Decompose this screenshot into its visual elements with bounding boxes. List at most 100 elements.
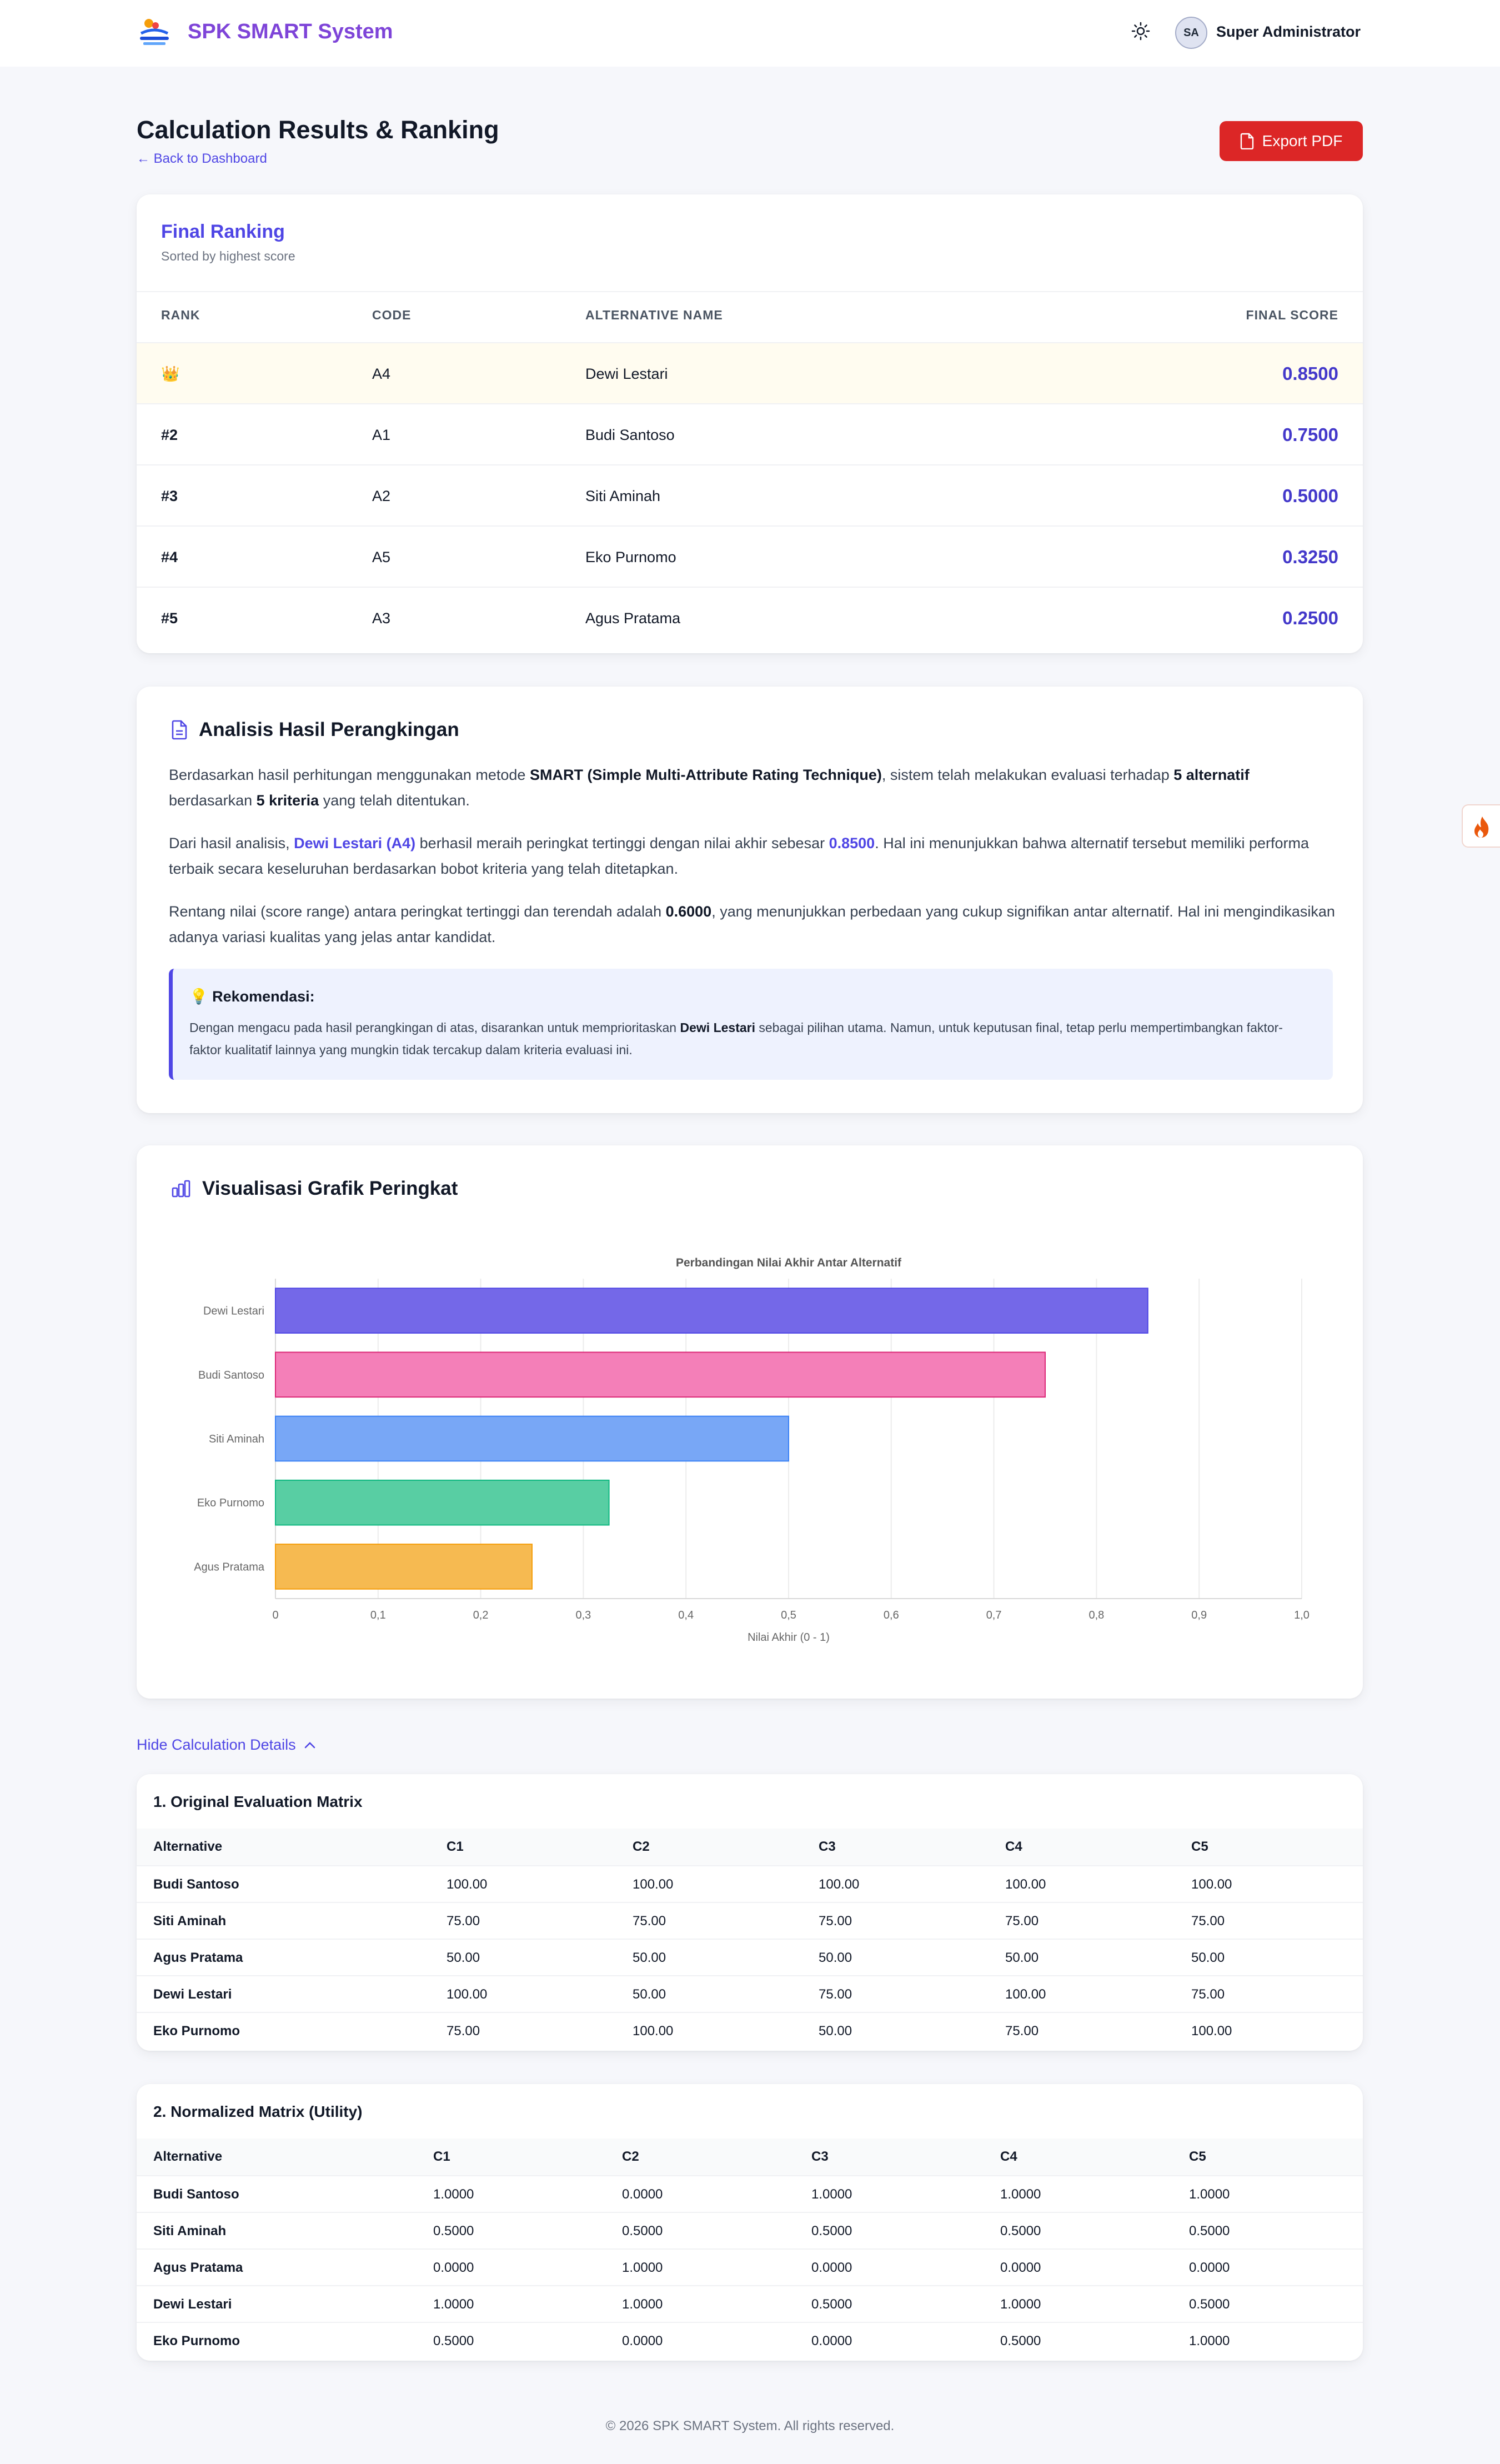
x-axis-label: Nilai Akhir (0 - 1) [748, 1631, 830, 1644]
x-tick-label: 0,1 [370, 1609, 386, 1621]
chart-card: Visualisasi Grafik Peringkat Perbandinga… [137, 1145, 1363, 1699]
table-row: #4 A5 Eko Purnomo 0.3250 [137, 525, 1363, 587]
final-score: 0.5000 [1282, 485, 1338, 506]
x-tick-label: 0,7 [986, 1609, 1002, 1621]
final-score: 0.7500 [1282, 424, 1338, 445]
back-to-dashboard-link[interactable]: ← Back to Dashboard [137, 151, 267, 166]
side-tab[interactable] [1462, 804, 1500, 848]
column-header-score: FINAL SCORE [1246, 308, 1338, 322]
analysis-card: Analisis Hasil Perangkingan Berdasarkan … [137, 687, 1363, 1113]
matrix-cell: 0.5000 [811, 2223, 852, 2238]
column-header-code: CODE [372, 308, 412, 322]
matrix-cell: 1.0000 [433, 2187, 474, 2202]
alternative-name: Siti Aminah [153, 1914, 227, 1929]
rank-number: #2 [161, 427, 178, 443]
table-row: Dewi Lestari 100.00 50.00 75.00 100.00 75.00 [137, 1975, 1363, 2012]
final-score: 0.2500 [1282, 608, 1338, 628]
alt-code: A5 [372, 549, 391, 565]
matrix-cell: 0.0000 [811, 2260, 852, 2275]
column-header: C3 [819, 1839, 836, 1854]
table-row: Agus Pratama 0.0000 1.0000 0.0000 0.0000 0.00… [137, 2248, 1363, 2285]
column-header: Alternative [153, 1839, 223, 1854]
toggle-label: Hide Calculation Details [137, 1736, 296, 1753]
bar [275, 1479, 610, 1526]
matrix-cell: 100.00 [819, 1877, 860, 1892]
matrix-cell: 1.0000 [622, 2297, 663, 2312]
x-tick-label: 0,4 [678, 1609, 694, 1621]
user-name[interactable]: Super Administrator [1216, 23, 1361, 40]
matrix-cell: 50.00 [447, 1950, 480, 1965]
matrix-cell: 75.00 [1191, 1987, 1225, 2002]
rank-number: #5 [161, 610, 178, 627]
matrix-cell: 50.00 [819, 2024, 852, 2039]
chart-heading: Visualisasi Grafik Peringkat [171, 1178, 458, 1200]
alt-code: A3 [372, 610, 391, 627]
matrix-cell: 0.5000 [1189, 2297, 1230, 2312]
matrix-cell: 100.00 [633, 1877, 674, 1892]
matrix-header: Alternative C1 C2 C3 C4 C5 [137, 2139, 1363, 2175]
column-header: C1 [447, 1839, 464, 1854]
analysis-paragraph-1: Berdasarkan hasil perhitungan menggunaka… [169, 767, 1250, 809]
sun-icon[interactable] [1131, 21, 1151, 41]
column-header: C4 [1000, 2149, 1017, 2164]
matrix-cell: 1.0000 [811, 2187, 852, 2202]
column-header: C5 [1189, 2149, 1206, 2164]
recommendation-text: Dengan mengacu pada hasil perangkingan d… [189, 1020, 1283, 1057]
table-row: #3 A2 Siti Aminah 0.5000 [137, 464, 1363, 525]
matrix-cell: 0.5000 [433, 2333, 474, 2348]
x-tick-label: 0,3 [575, 1609, 591, 1621]
matrix-cell: 75.00 [1005, 1914, 1039, 1929]
rank-number: #3 [161, 488, 178, 504]
matrix-cell: 0.5000 [1000, 2333, 1041, 2348]
alternative-name: Dewi Lestari [153, 1987, 232, 2002]
matrix-cell: 50.00 [1191, 1950, 1225, 1965]
matrix-cell: 0.0000 [622, 2187, 663, 2202]
matrix-cell: 50.00 [1005, 1950, 1039, 1965]
table-row: Siti Aminah 75.00 75.00 75.00 75.00 75.00 [137, 1902, 1363, 1939]
matrix-cell: 100.00 [447, 1877, 488, 1892]
export-pdf-button[interactable]: Export PDF [1220, 121, 1363, 161]
x-tick-label: 0,2 [473, 1609, 489, 1621]
hide-calculation-details-toggle[interactable]: Hide Calculation Details [137, 1736, 316, 1754]
matrix-cell: 75.00 [447, 2024, 480, 2039]
chart-section-title: Visualisasi Grafik Peringkat [202, 1178, 458, 1199]
avatar[interactable]: SA [1175, 17, 1207, 49]
matrix-cell: 0.0000 [433, 2260, 474, 2275]
table-row: Eko Purnomo 0.5000 0.0000 0.0000 0.5000 1.000… [137, 2322, 1363, 2358]
matrix-header: Alternative C1 C2 C3 C4 C5 [137, 1829, 1363, 1865]
alt-name: Agus Pratama [585, 610, 681, 627]
crown-icon: 👑 [161, 365, 180, 382]
column-header: Alternative [153, 2149, 223, 2164]
x-tick-label: 0,9 [1191, 1609, 1207, 1621]
matrix-cell: 75.00 [819, 1914, 852, 1929]
ranking-card: Final Ranking Sorted by highest score RA… [137, 194, 1363, 653]
divider [137, 291, 1363, 292]
alt-name: Budi Santoso [585, 427, 675, 443]
ranking-title: Final Ranking [161, 221, 285, 242]
matrix-cell: 0.5000 [622, 2223, 663, 2238]
matrix-cell: 1.0000 [433, 2297, 474, 2312]
matrix-cell: 1.0000 [1189, 2187, 1230, 2202]
matrix-cell: 75.00 [1191, 1914, 1225, 1929]
alternative-name: Eko Purnomo [153, 2333, 240, 2348]
matrix-cell: 0.5000 [1000, 2223, 1041, 2238]
matrix-cell: 75.00 [1005, 2024, 1039, 2039]
app-logo-icon[interactable] [137, 17, 172, 48]
matrix-cell: 75.00 [447, 1914, 480, 1929]
matrix-cell: 1.0000 [1000, 2187, 1041, 2202]
column-header: C5 [1191, 1839, 1208, 1854]
file-icon [1240, 133, 1253, 149]
x-tick-label: 0 [272, 1609, 278, 1621]
table-row: #2 A1 Budi Santoso 0.7500 [137, 403, 1363, 464]
matrix-title: 2. Normalized Matrix (Utility) [153, 2103, 363, 2120]
matrix-cell: 100.00 [1005, 1877, 1046, 1892]
column-header-rank: RANK [161, 308, 200, 322]
matrix-cell: 75.00 [633, 1914, 666, 1929]
matrix-cell: 0.5000 [1189, 2223, 1230, 2238]
matrix-cell: 100.00 [1191, 1877, 1232, 1892]
bar [275, 1544, 533, 1590]
column-header: C3 [811, 2149, 829, 2164]
matrix-cell: 0.5000 [433, 2223, 474, 2238]
brand-title[interactable]: SPK SMART System [188, 20, 393, 43]
normalized-matrix-card: 2. Normalized Matrix (Utility) Alternati… [137, 2084, 1363, 2361]
